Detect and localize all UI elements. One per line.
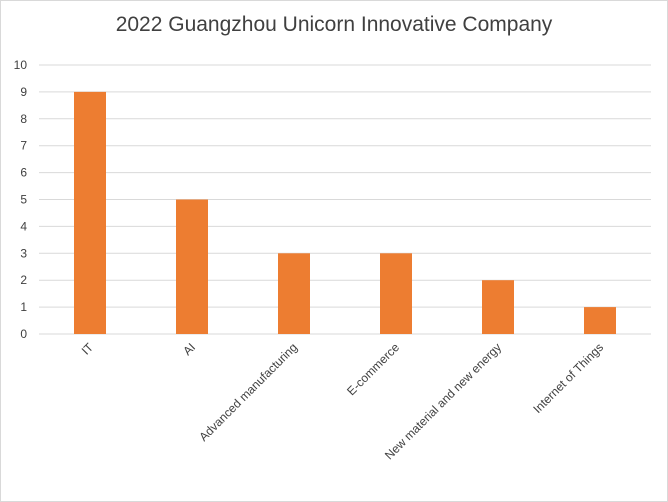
y-tick-label: 2	[20, 273, 27, 287]
y-tick-label: 6	[20, 166, 27, 180]
x-category-label: Advanced manufacturing	[196, 340, 300, 444]
bar	[482, 280, 514, 334]
bar	[380, 253, 412, 334]
y-tick-label: 0	[20, 327, 27, 341]
chart-title: 2022 Guangzhou Unicorn Innovative Compan…	[115, 13, 553, 36]
x-category-label: E-commerce	[344, 340, 402, 398]
y-tick-label: 5	[20, 193, 27, 207]
x-category-label: IT	[79, 340, 97, 358]
y-tick-label: 7	[20, 139, 27, 153]
x-category-label: Internet of Things	[530, 340, 606, 416]
bar	[74, 91, 106, 335]
bar	[176, 199, 208, 334]
x-category-label: New material and new energy	[382, 340, 504, 462]
bar	[584, 307, 616, 334]
y-tick-label: 3	[20, 246, 27, 260]
y-tick-label: 9	[20, 85, 27, 99]
x-category-label: AI	[180, 340, 198, 358]
y-tick-label: 10	[14, 58, 28, 72]
bar	[278, 253, 310, 334]
y-tick-label: 4	[20, 219, 27, 233]
y-tick-label: 1	[20, 300, 27, 314]
y-tick-label: 8	[20, 112, 27, 126]
